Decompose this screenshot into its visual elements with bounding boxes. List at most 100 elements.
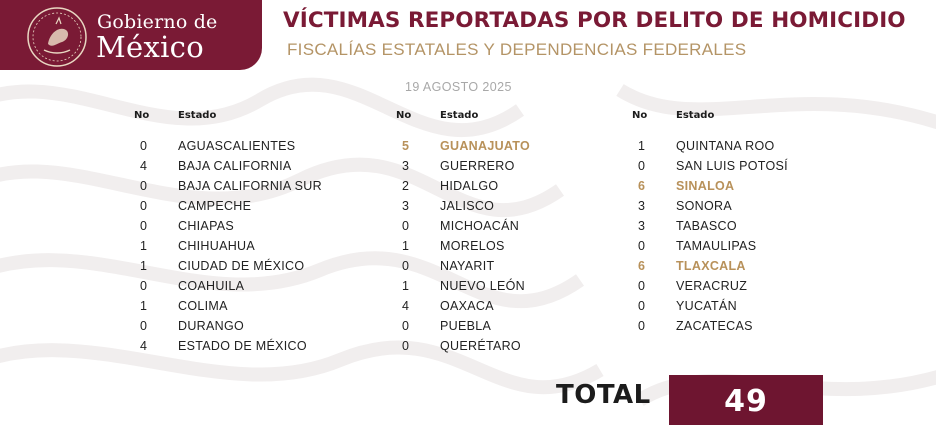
table-row: 0 DURANGO	[134, 316, 322, 336]
victim-count: 0	[638, 239, 646, 253]
state-name: BAJA CALIFORNIA SUR	[178, 179, 322, 193]
header-no: No	[632, 110, 648, 121]
victim-count: 0	[140, 139, 148, 153]
victim-count: 3	[402, 159, 410, 173]
header-no: No	[134, 110, 150, 121]
state-name: MORELOS	[440, 239, 505, 253]
state-name: SONORA	[676, 199, 732, 213]
table-row: 0 PUEBLA	[396, 316, 530, 336]
table-row: 6 TLAXCALA	[632, 256, 788, 276]
state-name: BAJA CALIFORNIA	[178, 159, 292, 173]
victim-count: 0	[402, 219, 410, 233]
state-name: NUEVO LEÓN	[440, 279, 525, 293]
state-name: ZACATECAS	[676, 319, 753, 333]
victim-count: 1	[140, 259, 148, 273]
victim-count: 0	[638, 319, 646, 333]
header-estado: Estado	[178, 110, 217, 121]
victim-count: 0	[638, 159, 646, 173]
table-row: 0 QUERÉTARO	[396, 336, 530, 356]
table-row: 0 YUCATÁN	[632, 296, 788, 316]
header-no: No	[396, 110, 412, 121]
table-row: 5 GUANAJUATO	[396, 136, 530, 156]
total-label: TOTAL	[556, 380, 651, 410]
table-row: 1 CHIHUAHUA	[134, 236, 322, 256]
table-row: 1 CIUDAD DE MÉXICO	[134, 256, 322, 276]
table-row: 0 NAYARIT	[396, 256, 530, 276]
victim-count: 4	[140, 159, 148, 173]
victim-count: 0	[402, 339, 410, 353]
rows-container: 0 AGUASCALIENTES 4 BAJA CALIFORNIA 0 BAJA CAL…	[134, 136, 322, 356]
victim-count: 3	[402, 199, 410, 213]
state-name: YUCATÁN	[676, 299, 737, 313]
victim-count: 0	[402, 319, 410, 333]
victim-count: 1	[402, 239, 410, 253]
state-name: TLAXCALA	[676, 259, 746, 273]
government-logo-block: Gobierno de México	[0, 0, 262, 70]
victim-count: 0	[638, 299, 646, 313]
government-name-line2: México	[96, 30, 204, 64]
victim-count: 5	[402, 139, 410, 153]
table-row: 0 MICHOACÁN	[396, 216, 530, 236]
table-row: 6 SINALOA	[632, 176, 788, 196]
victim-count: 6	[638, 259, 646, 273]
table-row: 1 NUEVO LEÓN	[396, 276, 530, 296]
victim-count: 0	[140, 199, 148, 213]
state-name: SAN LUIS POTOSÍ	[676, 159, 788, 173]
table-column-3: No Estado 1 QUINTANA ROO 0 SAN LUIS POTOSÍ 6 S…	[632, 110, 788, 336]
victim-count: 3	[638, 199, 646, 213]
state-name: COLIMA	[178, 299, 228, 313]
state-name: ESTADO DE MÉXICO	[178, 339, 307, 353]
victim-count: 6	[638, 179, 646, 193]
victim-count: 0	[140, 279, 148, 293]
state-name: OAXACA	[440, 299, 494, 313]
table-row: 0 BAJA CALIFORNIA SUR	[134, 176, 322, 196]
report-date: 19 AGOSTO 2025	[405, 80, 512, 94]
column-header: No Estado	[396, 110, 530, 126]
table-row: 3 GUERRERO	[396, 156, 530, 176]
table-row: 0 VERACRUZ	[632, 276, 788, 296]
victim-count: 1	[402, 279, 410, 293]
total-value: 49	[669, 375, 823, 425]
table-column-2: No Estado 5 GUANAJUATO 3 GUERRERO 2 HIDALGO 3 JA…	[396, 110, 530, 356]
victim-count: 0	[140, 219, 148, 233]
table-row: 4 OAXACA	[396, 296, 530, 316]
state-name: CAMPECHE	[178, 199, 252, 213]
table-row: 4 ESTADO DE MÉXICO	[134, 336, 322, 356]
victim-count: 1	[140, 299, 148, 313]
table-row: 3 SONORA	[632, 196, 788, 216]
victim-count: 4	[402, 299, 410, 313]
page-title: VÍCTIMAS REPORTADAS POR DELITO DE HOMICI…	[283, 8, 906, 33]
victim-count: 0	[140, 319, 148, 333]
victim-count: 0	[140, 179, 148, 193]
state-name: TABASCO	[676, 219, 737, 233]
government-name-line1: Gobierno de	[97, 11, 218, 33]
table-row: 0 COAHUILA	[134, 276, 322, 296]
victim-count: 4	[140, 339, 148, 353]
state-name: CHIHUAHUA	[178, 239, 256, 253]
state-name: VERACRUZ	[676, 279, 748, 293]
table-row: 3 JALISCO	[396, 196, 530, 216]
page-subtitle: FISCALÍAS ESTATALES Y DEPENDENCIAS FEDER…	[287, 40, 747, 59]
column-header: No Estado	[134, 110, 322, 126]
state-name: COAHUILA	[178, 279, 245, 293]
table-row: 1 QUINTANA ROO	[632, 136, 788, 156]
table-row: 0 CAMPECHE	[134, 196, 322, 216]
table-row: 0 SAN LUIS POTOSÍ	[632, 156, 788, 176]
state-name: GUERRERO	[440, 159, 515, 173]
state-name: QUINTANA ROO	[676, 139, 775, 153]
victim-count: 0	[402, 259, 410, 273]
header-estado: Estado	[440, 110, 479, 121]
rows-container: 1 QUINTANA ROO 0 SAN LUIS POTOSÍ 6 SINALOA 3 SO…	[632, 136, 788, 336]
state-name: SINALOA	[676, 179, 735, 193]
state-name: HIDALGO	[440, 179, 499, 193]
state-name: QUERÉTARO	[440, 339, 521, 353]
state-name: TAMAULIPAS	[676, 239, 757, 253]
table-column-1: No Estado 0 AGUASCALIENTES 4 BAJA CALIFORNIA…	[134, 110, 322, 356]
state-name: AGUASCALIENTES	[178, 139, 296, 153]
victim-count: 0	[638, 279, 646, 293]
table-row: 0 AGUASCALIENTES	[134, 136, 322, 156]
column-header: No Estado	[632, 110, 788, 126]
state-name: CHIAPAS	[178, 219, 235, 233]
table-row: 1 MORELOS	[396, 236, 530, 256]
table-row: 2 HIDALGO	[396, 176, 530, 196]
